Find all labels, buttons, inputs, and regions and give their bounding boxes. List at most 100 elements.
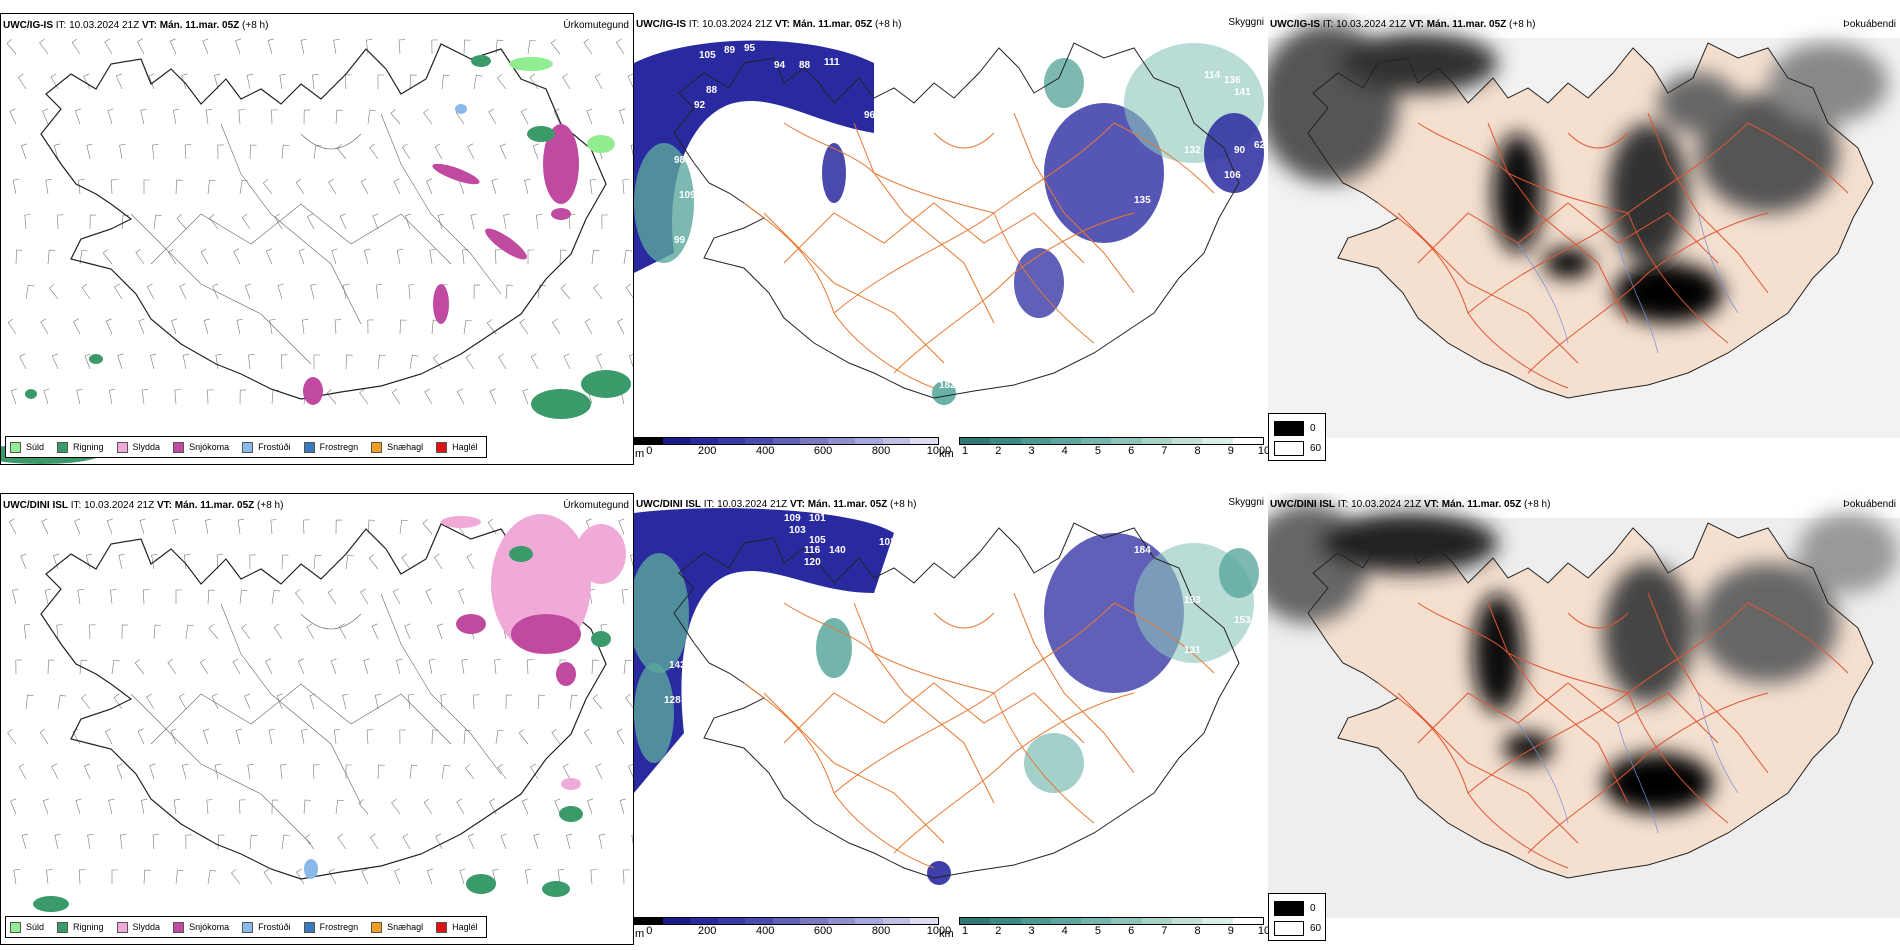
visibility-label: 95	[744, 43, 756, 54]
wind-barb	[367, 319, 374, 335]
wind-barb	[399, 729, 406, 745]
wind-barb	[530, 763, 539, 780]
visibility-label: 102	[879, 537, 896, 548]
wind-barb	[488, 108, 497, 125]
wind-barb	[621, 589, 629, 605]
wind-barb	[589, 179, 597, 195]
wind-barb	[107, 108, 114, 125]
wind-barb	[334, 319, 342, 335]
visibility-km-scale: 1 2 3 4 5 6 7 8 9 10	[959, 437, 1268, 457]
wind-barb	[535, 214, 543, 230]
wind-barb	[473, 74, 483, 90]
wind-barb	[10, 798, 17, 815]
scale-tick-label: 3	[1028, 925, 1035, 937]
scale-color-step	[1141, 438, 1173, 444]
wind-barb	[487, 518, 497, 535]
wind-barb	[623, 659, 632, 675]
legend-item: Frostúði	[242, 441, 291, 453]
wind-barb	[150, 353, 157, 370]
wind-barb	[235, 38, 242, 55]
wind-barb	[23, 624, 31, 640]
wind-barb	[367, 519, 376, 535]
fog-shading	[1268, 503, 1898, 813]
wind-barb	[204, 518, 212, 535]
legend-label: Rigning	[73, 442, 104, 452]
wind-barb	[569, 694, 578, 710]
scale-tick-label: 800	[871, 925, 891, 937]
wind-barb	[265, 658, 273, 675]
wind-barb	[83, 763, 91, 780]
wind-barb	[401, 143, 411, 160]
wind-barb	[360, 588, 369, 605]
wind-barb	[456, 388, 465, 405]
wind-barb	[409, 74, 417, 90]
wind-barb	[568, 214, 576, 230]
wind-barb	[596, 353, 603, 370]
wind-barb	[262, 179, 273, 195]
scale-tick-label: 5	[1094, 925, 1101, 937]
visibility-label: 184	[1134, 545, 1151, 556]
wind-barb	[236, 318, 243, 335]
iceland-outline	[673, 42, 1240, 399]
scale-tick-label: 200	[698, 445, 717, 457]
visibility-label: 111	[824, 57, 840, 68]
wind-barb	[47, 659, 55, 675]
visibility-label: 120	[804, 557, 821, 568]
wind-barb	[434, 143, 443, 160]
scale-tick-label: 9	[1227, 925, 1234, 937]
wind-barb	[312, 764, 320, 780]
wind-barb	[359, 388, 369, 405]
wind-barb	[171, 318, 178, 335]
wind-barb	[216, 554, 224, 570]
wind-barb	[271, 799, 279, 815]
wind-barb	[152, 834, 160, 850]
wind-barb	[505, 694, 513, 710]
wind-barb	[241, 213, 251, 230]
wind-barb	[306, 623, 315, 640]
wind-barb	[116, 763, 123, 780]
scale-color-step	[910, 918, 939, 924]
legend-item: Snæhagl	[371, 441, 423, 453]
wind-barb	[313, 554, 322, 570]
wind-barb	[184, 144, 192, 160]
wind-barb	[595, 763, 603, 780]
wind-barb	[360, 178, 369, 195]
visibility-panel-row2: UWC/DINI ISL IT: 10.03.2024 21Z VT: Mán.…	[634, 493, 1268, 945]
wind-barb	[338, 623, 347, 640]
visibility-m-unit: m	[635, 928, 645, 940]
fog-shading	[1268, 23, 1888, 323]
wind-barb	[592, 694, 603, 710]
wind-barb	[630, 554, 633, 567]
wind-barb	[111, 869, 118, 884]
wind-barb	[104, 38, 113, 55]
wind-barb	[249, 834, 258, 850]
wind-barb	[377, 764, 385, 780]
wind-barb	[518, 729, 529, 745]
wind-barb	[367, 109, 376, 125]
wind-barb	[143, 179, 150, 194]
wind-barb	[374, 693, 382, 710]
legend-item: Snæhagl	[371, 921, 423, 933]
scale-tick-label: 7	[1161, 925, 1168, 937]
wind-barb	[241, 623, 251, 640]
wind-barb	[172, 518, 179, 535]
wind-barb	[428, 658, 436, 675]
wind-barb	[279, 73, 286, 90]
wind-barb	[79, 659, 88, 675]
wind-barb	[298, 248, 305, 265]
wind-barb	[135, 248, 145, 265]
scale-tick-label: 1	[962, 445, 969, 457]
legend-item: Rigning	[57, 441, 104, 453]
visibility-label: 109	[784, 513, 801, 524]
wind-barb	[281, 144, 290, 160]
wind-barb	[303, 519, 310, 535]
scale-tick-label: 7	[1161, 445, 1168, 457]
wind-barb	[247, 763, 254, 780]
wind-barb	[618, 518, 625, 535]
wind-barb	[54, 833, 61, 850]
fog-legend-row: 60	[1274, 441, 1321, 456]
iceland-outline	[1307, 522, 1874, 879]
wind-barb	[313, 354, 320, 369]
wind-barb	[437, 213, 444, 230]
wind-barb	[39, 728, 49, 745]
